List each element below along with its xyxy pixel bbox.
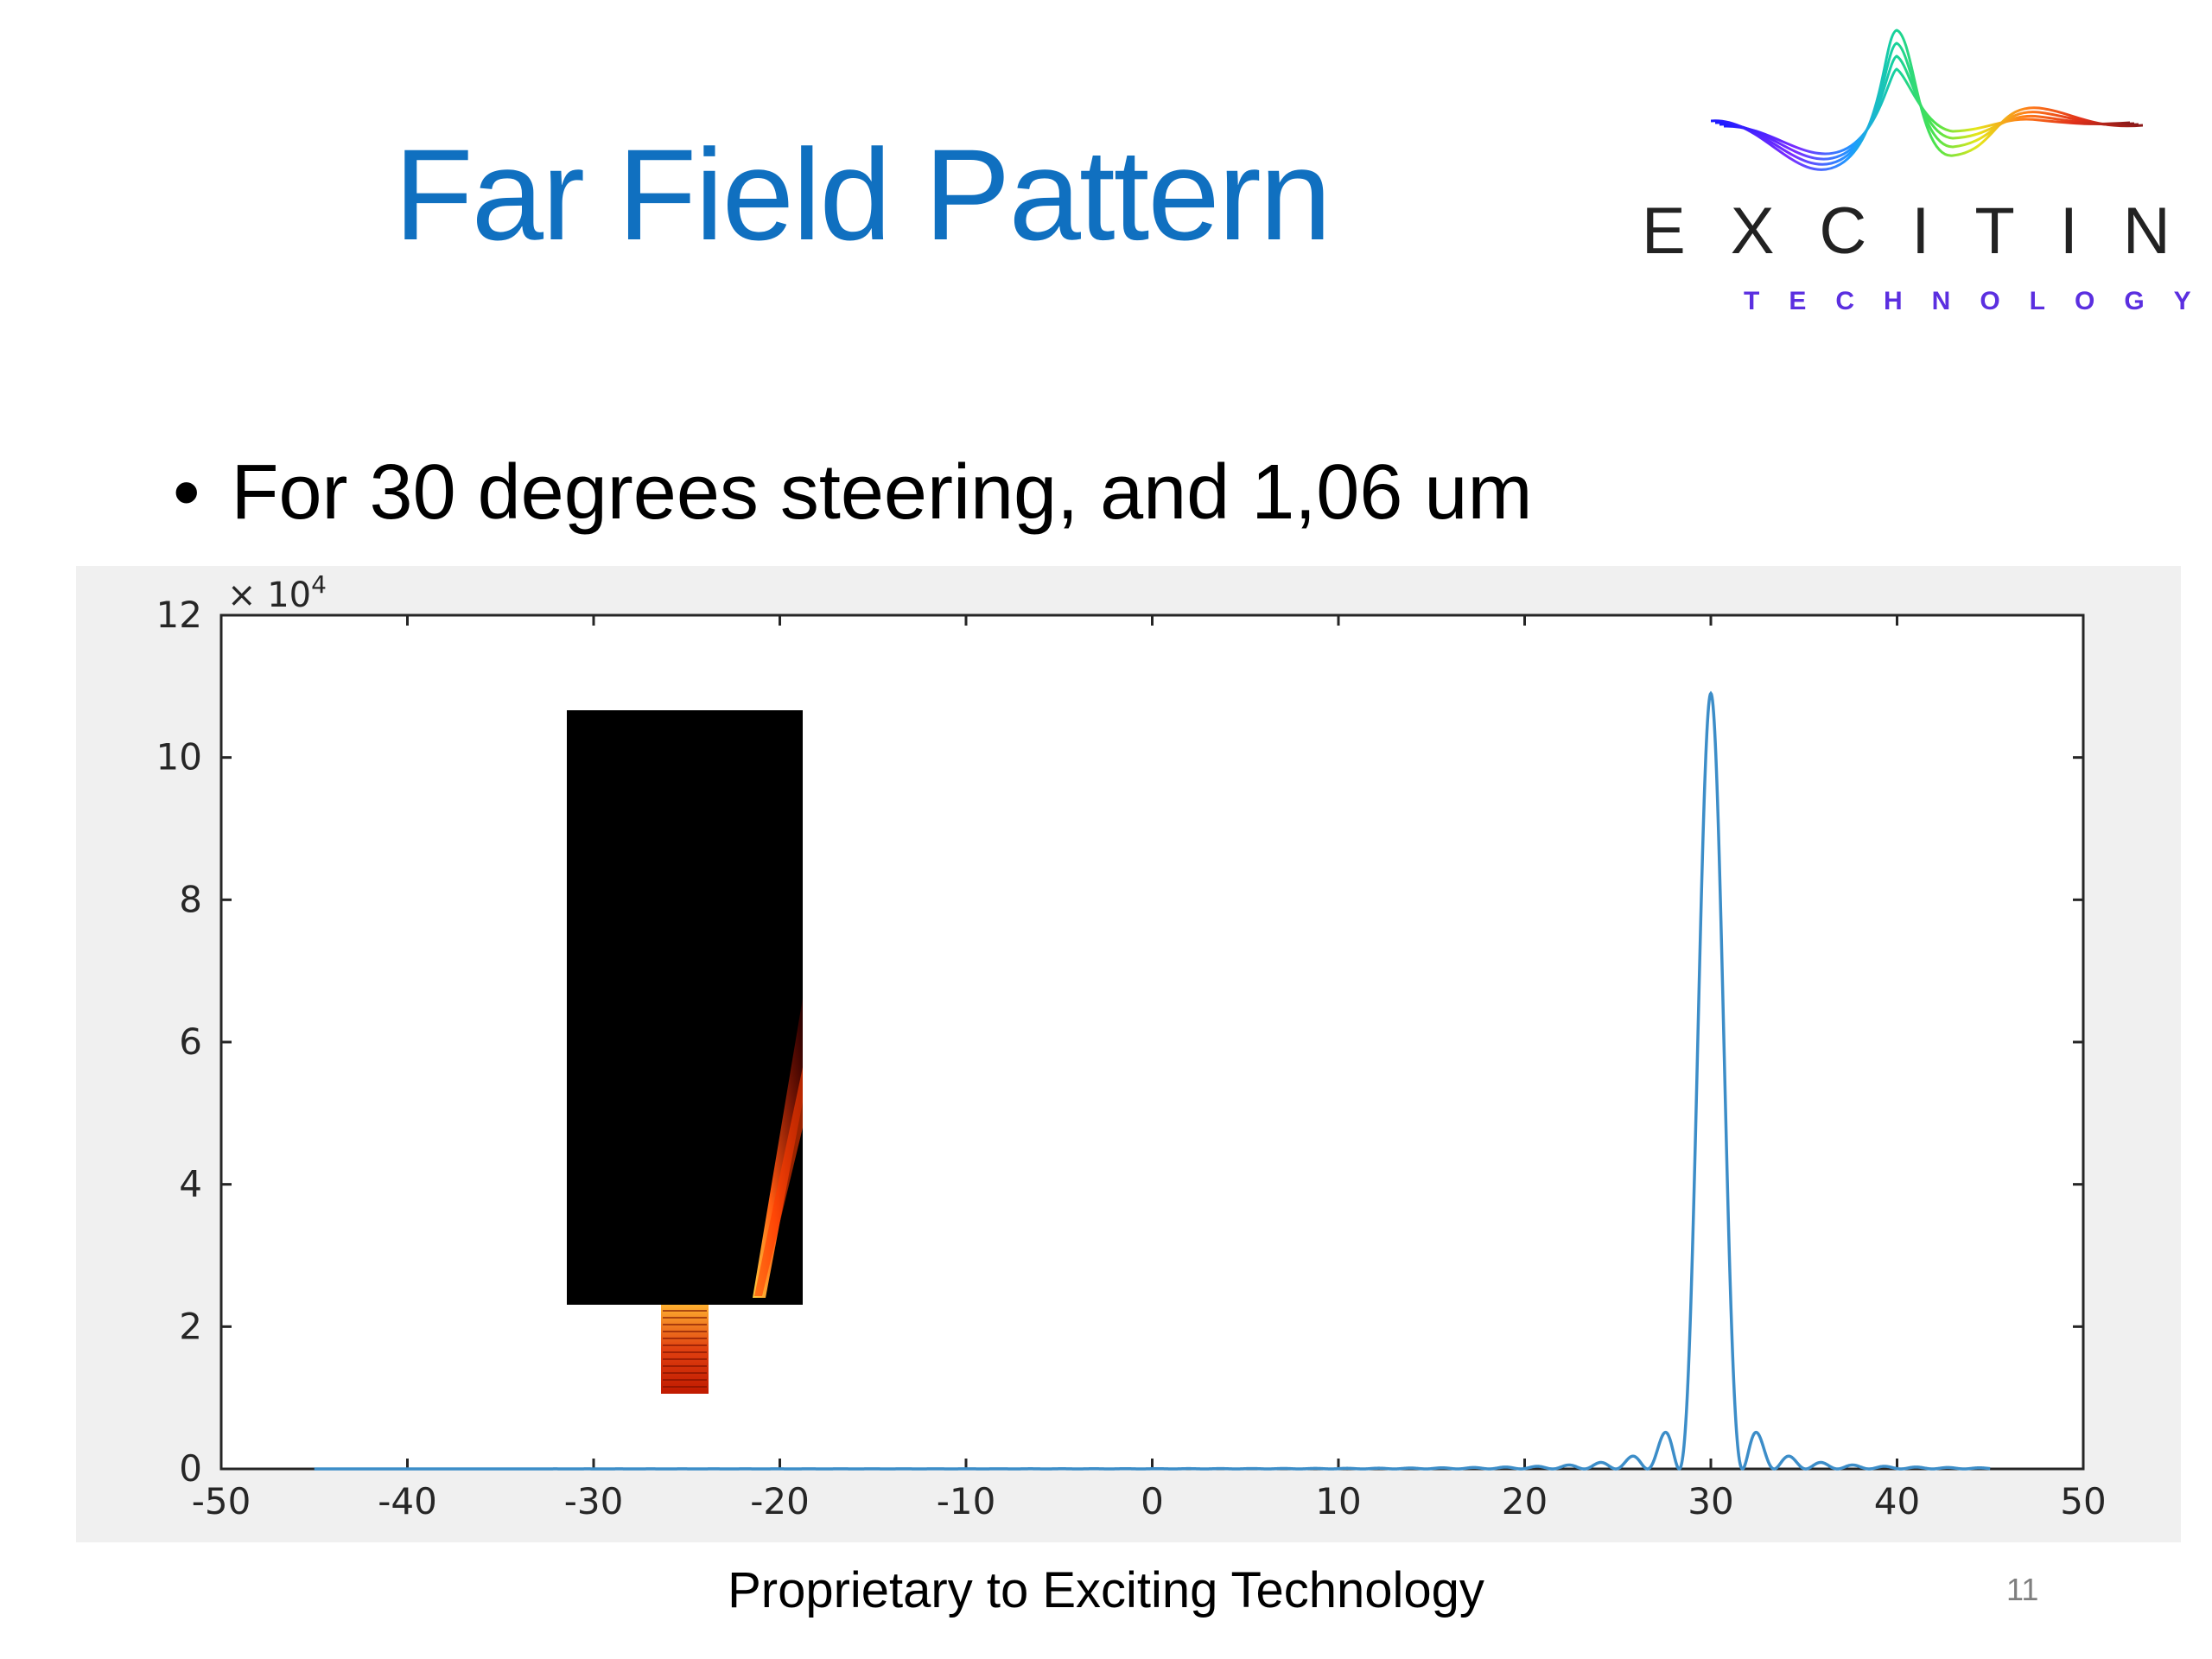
page-number: 11 (2006, 1572, 2039, 1607)
bullet-text: For 30 degrees steering, and 1,06 um (231, 449, 1533, 536)
slide-footer: Proprietary to Exciting Technology (728, 1562, 1484, 1618)
y-tick-label: 12 (156, 594, 202, 636)
bullet-point: • For 30 degrees steering, and 1,06 um (173, 454, 1532, 531)
x-tick-label: 30 (1688, 1480, 1733, 1522)
bullet-marker: • (173, 449, 200, 536)
far-field-intensity-line (314, 690, 1991, 1471)
logo-tagline: TECHNOLOGY (1744, 287, 2212, 315)
y-tick-label: 8 (179, 878, 202, 920)
inset-simulation-field (567, 710, 803, 1305)
figure-panel: -50 -40 -30 -20 -10 0 10 20 30 40 50 0 2 4 6 8 10 12 × 10… (76, 566, 2181, 1542)
x-tick-label: 20 (1502, 1480, 1548, 1522)
logo-wordmark: EXCITING (1642, 194, 2212, 268)
steered-beam-core (754, 1067, 803, 1296)
x-tick-label: -20 (750, 1480, 810, 1522)
steered-beam (753, 998, 803, 1298)
x-tick-label: 10 (1315, 1480, 1361, 1522)
y-tick-label: 2 (179, 1305, 202, 1347)
y-tick-label: 10 (156, 736, 202, 779)
wave-logo-icon (1711, 29, 2143, 171)
x-tick-label: -30 (564, 1480, 624, 1522)
far-field-chart: -50 -40 -30 -20 -10 0 10 20 30 40 50 0 2 4 6 8 10 12 × 10… (156, 570, 2107, 1522)
plot-area (219, 613, 2085, 1471)
beam-steering-inset-image (567, 710, 803, 1394)
x-tick-label: 50 (2060, 1480, 2106, 1522)
y-axis-multiplier-exponent: 4 (311, 570, 327, 599)
x-tick-label: -50 (192, 1480, 251, 1522)
x-tick-label: -10 (937, 1480, 996, 1522)
inset-emitter-array (661, 1305, 709, 1394)
x-tick-label: 0 (1141, 1480, 1164, 1522)
y-axis-multiplier: × 104 (227, 570, 327, 615)
x-tick-label: -40 (378, 1480, 437, 1522)
x-tick-label: 40 (1874, 1480, 1920, 1522)
y-tick-label: 0 (179, 1447, 202, 1490)
y-tick-label: 6 (179, 1020, 202, 1063)
company-logo: EXCITING TECHNOLOGY (1642, 17, 2212, 315)
slide-title: Far Field Pattern (394, 122, 1332, 267)
y-tick-label: 4 (179, 1163, 202, 1205)
